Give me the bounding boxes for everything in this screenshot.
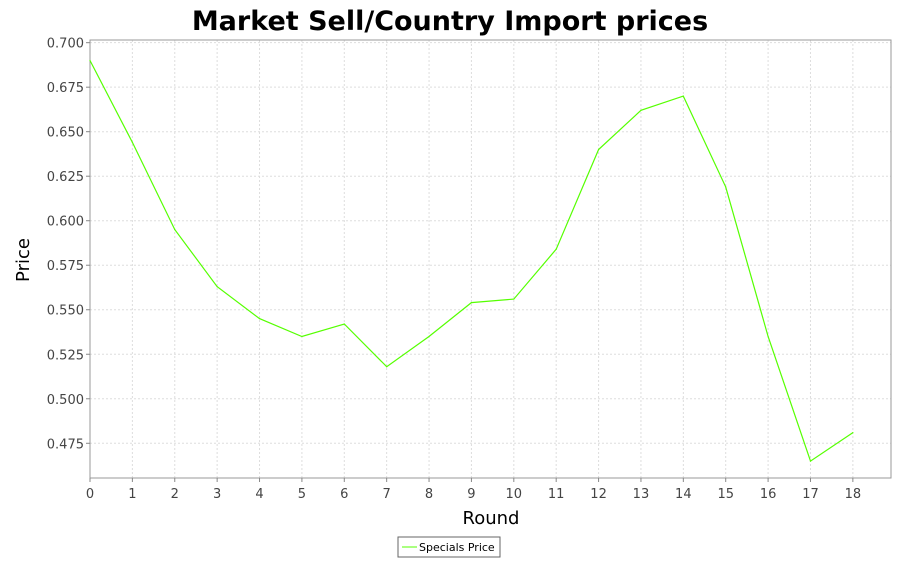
x-tick-label: 1 xyxy=(128,487,136,502)
x-axis: 0 1 2 3 4 5 6 7 8 9 10 11 12 13 14 15 16 17 18 xyxy=(86,478,861,502)
data-point xyxy=(513,298,515,300)
x-tick-label: 14 xyxy=(675,487,692,502)
x-tick-label: 13 xyxy=(633,487,650,502)
data-point xyxy=(597,148,600,151)
y-tick-label: 0.650 xyxy=(47,126,84,141)
y-tick-label: 0.500 xyxy=(47,393,84,408)
legend-label-specials-price: Specials Price xyxy=(419,541,495,554)
y-tick-label: 0.600 xyxy=(47,215,84,230)
data-point xyxy=(343,323,345,325)
data-point xyxy=(725,186,727,188)
data-point xyxy=(131,141,133,143)
data-point xyxy=(555,248,557,250)
x-tick-label: 16 xyxy=(760,487,777,502)
x-tick-label: 2 xyxy=(171,487,179,502)
legend-box xyxy=(397,536,501,558)
y-axis: 0.475 0.500 0.525 0.550 0.575 0.600 0.625 0.650… xyxy=(47,37,90,452)
y-tick-label: 0.550 xyxy=(47,304,84,319)
y-tick-label: 0.525 xyxy=(47,348,84,363)
data-point xyxy=(682,95,684,97)
y-tick-label: 0.475 xyxy=(47,437,84,452)
x-tick-label: 11 xyxy=(548,487,565,502)
data-point xyxy=(470,302,473,304)
legend: Specials Price xyxy=(397,536,501,558)
data-point xyxy=(428,335,430,338)
data-point xyxy=(640,109,642,111)
y-tick-label: 0.675 xyxy=(47,81,84,96)
y-tick-label: 0.575 xyxy=(47,259,84,274)
data-point xyxy=(386,366,388,368)
x-tick-label: 12 xyxy=(590,487,607,502)
x-tick-label: 15 xyxy=(717,487,734,502)
data-point xyxy=(809,460,812,462)
x-tick-label: 6 xyxy=(340,487,348,502)
x-tick-label: 18 xyxy=(845,487,862,502)
data-point xyxy=(852,431,854,434)
data-point xyxy=(301,335,303,338)
y-axis-label: Price xyxy=(13,238,34,282)
y-tick-label: 0.625 xyxy=(47,170,84,185)
y-tick-label: 0.700 xyxy=(47,37,84,52)
chart-title: Market Sell/Country Import prices xyxy=(192,6,708,37)
x-axis-label: Round xyxy=(463,508,520,529)
x-tick-label: 0 xyxy=(86,487,94,502)
x-tick-label: 8 xyxy=(425,487,433,502)
plot-area-frame xyxy=(89,39,892,479)
x-tick-label: 10 xyxy=(506,487,523,502)
x-tick-label: 4 xyxy=(255,487,263,502)
grid xyxy=(89,40,891,478)
x-tick-label: 17 xyxy=(802,487,819,502)
data-point xyxy=(767,335,769,338)
data-point xyxy=(216,285,218,288)
x-tick-label: 9 xyxy=(467,487,475,502)
x-tick-label: 7 xyxy=(383,487,391,502)
x-tick-label: 5 xyxy=(298,487,306,502)
data-point xyxy=(174,229,176,231)
data-point xyxy=(89,59,91,62)
x-tick-label: 3 xyxy=(213,487,221,502)
data-point xyxy=(258,318,261,320)
series-layer xyxy=(89,59,854,463)
